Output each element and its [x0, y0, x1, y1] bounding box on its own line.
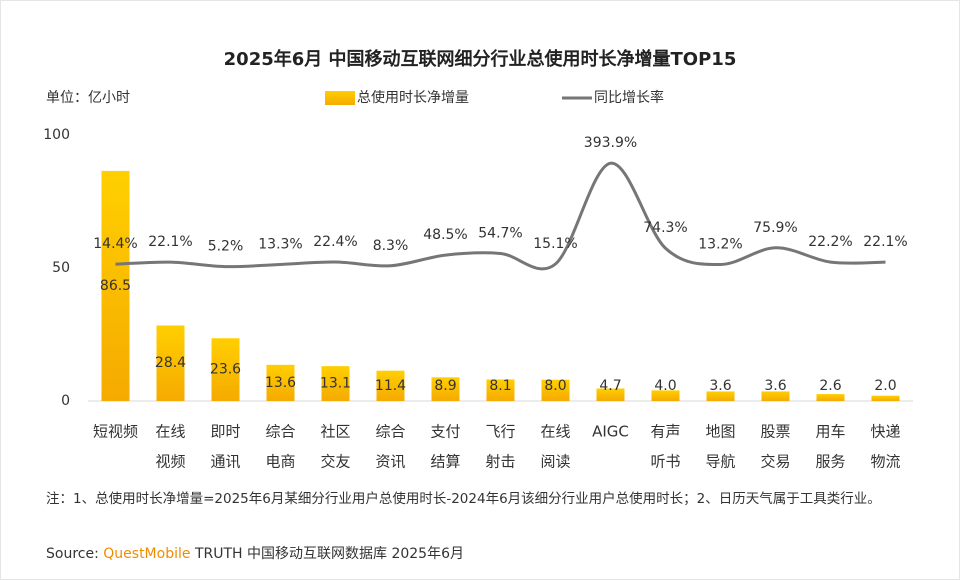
x-tick-label: 用车 [815, 423, 845, 441]
x-tick-label: 综合 [375, 423, 405, 441]
bar [706, 391, 735, 401]
x-tick-label: 听书 [650, 453, 680, 471]
bar [101, 170, 130, 401]
line-value-label: 22.2% [808, 234, 852, 250]
x-tick-label: 短视频 [93, 423, 138, 441]
bar-value-label: 23.6 [210, 362, 241, 378]
legend-swatch [325, 91, 355, 105]
bar-value-label: 4.7 [599, 378, 621, 394]
bar-value-label: 8.9 [434, 378, 456, 394]
line-value-label: 8.3% [373, 238, 409, 254]
x-tick-label: 交友 [320, 453, 350, 471]
x-tick-label: 结算 [430, 453, 460, 471]
line-value-label: 54.7% [478, 225, 522, 241]
legend-label: 总使用时长净增量 [357, 89, 469, 106]
x-tick-label: 社区 [320, 423, 350, 441]
x-tick-label: 电商 [265, 453, 295, 471]
line [115, 161, 886, 271]
x-tick-label: 服务 [815, 453, 845, 471]
x-tick-label: 支付 [430, 423, 460, 441]
source-brand: QuestMobile [103, 546, 191, 562]
note: 注：1、总使用时长净增量=2025年6月某细分行业用户总使用时长-2024年6月… [46, 491, 881, 507]
x-tick-label: AIGC [592, 423, 629, 441]
source: Source: QuestMobile TRUTH 中国移动互联网数据库 202… [46, 543, 464, 563]
x-tick-label: 资讯 [375, 453, 405, 471]
source-rest: TRUTH 中国移动互联网数据库 2025年6月 [194, 546, 464, 562]
bar-value-label: 13.1 [320, 376, 351, 392]
line-value-label: 22.1% [148, 234, 192, 250]
bar-value-label: 8.1 [489, 378, 511, 394]
bar [651, 390, 680, 401]
x-tick-label: 视频 [155, 453, 185, 471]
bar [211, 338, 240, 401]
bar-value-label: 2.6 [819, 378, 841, 394]
bar [266, 364, 295, 401]
bar [816, 394, 845, 401]
line-value-label: 74.3% [643, 220, 687, 236]
x-tick-label: 有声 [650, 423, 680, 441]
bar-value-label: 13.6 [265, 375, 296, 391]
x-tick-label: 飞行 [485, 423, 515, 441]
bar-value-label: 2.0 [874, 378, 896, 394]
bar [156, 325, 185, 401]
bar-value-label: 4.0 [654, 378, 676, 394]
x-tick-label: 交易 [760, 453, 790, 471]
y-tick-label: 50 [52, 260, 70, 276]
x-tick-label: 综合 [265, 423, 295, 441]
source-prefix: Source: [46, 546, 99, 562]
bar [376, 370, 405, 401]
x-tick-label: 在线 [540, 423, 570, 441]
x-tick-label: 物流 [870, 453, 900, 471]
bar-value-label: 86.5 [100, 278, 131, 294]
bar-value-label: 3.6 [709, 378, 731, 394]
chart-title: 2025年6月 中国移动互联网细分行业总使用时长净增量TOP15 [224, 48, 737, 70]
bar-value-label: 3.6 [764, 378, 786, 394]
x-tick-label: 在线 [155, 423, 185, 441]
line-value-label: 22.4% [313, 234, 357, 250]
line-value-label: 13.3% [258, 236, 302, 252]
line-value-label: 75.9% [753, 220, 797, 236]
bar [596, 388, 625, 401]
x-tick-label: 阅读 [540, 453, 570, 471]
bar [431, 377, 460, 401]
x-tick-label: 导航 [705, 453, 735, 471]
y-tick-label: 0 [61, 393, 70, 409]
line-value-label: 14.4% [93, 236, 137, 252]
line-value-label: 5.2% [208, 239, 244, 255]
legend-label: 同比增长率 [594, 89, 664, 106]
bar [486, 379, 515, 401]
line-value-label: 22.1% [863, 234, 907, 250]
line-value-label: 13.2% [698, 236, 742, 252]
bar [321, 366, 350, 401]
x-tick-label: 射击 [485, 453, 515, 471]
bar [871, 395, 900, 401]
y-tick-label: 100 [43, 127, 70, 143]
bar-value-label: 11.4 [375, 378, 406, 394]
bar-value-label: 28.4 [155, 355, 186, 371]
x-tick-label: 地图 [705, 423, 735, 441]
unit-label: 单位：亿小时 [46, 90, 130, 106]
x-tick-label: 股票 [760, 423, 790, 441]
bar-value-label: 8.0 [544, 378, 566, 394]
line-value-label: 393.9% [584, 135, 637, 151]
bar [761, 391, 790, 401]
bar [541, 379, 570, 401]
line-value-label: 15.1% [533, 236, 577, 252]
x-tick-label: 通讯 [210, 453, 240, 471]
x-tick-label: 快递 [870, 423, 900, 441]
line-value-label: 48.5% [423, 227, 467, 243]
x-tick-label: 即时 [210, 423, 240, 441]
